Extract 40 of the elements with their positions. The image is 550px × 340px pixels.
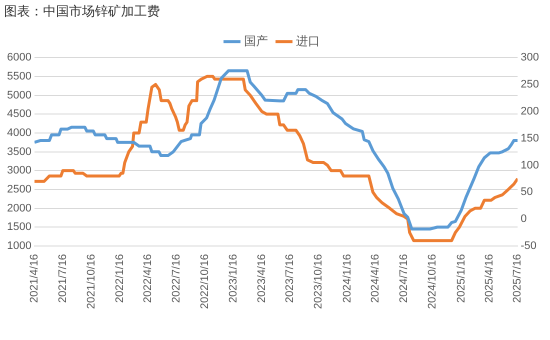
x-tick-label: 2025/7/16 bbox=[512, 254, 524, 303]
chart-title: 图表：中国市场锌矿加工费 bbox=[4, 3, 160, 18]
x-tick-label: 2024/10/16 bbox=[426, 254, 439, 310]
y-tick-label: 6000 bbox=[6, 52, 32, 64]
x-tick-label: 2024/7/16 bbox=[398, 254, 410, 303]
legend-label: 进口 bbox=[296, 34, 320, 48]
y-tick-label: 3000 bbox=[6, 164, 32, 177]
y-tick-label: 1500 bbox=[6, 221, 32, 234]
y-tick-label: 2500 bbox=[6, 183, 32, 196]
x-tick-label: 2025/1/16 bbox=[455, 254, 468, 303]
y-tick-label: 2000 bbox=[6, 202, 32, 214]
y2-tick-label: 300 bbox=[520, 52, 540, 64]
x-tick-label: 2024/4/16 bbox=[370, 254, 382, 303]
x-tick-label: 2021/7/16 bbox=[56, 254, 69, 303]
y2-tick-label: -50 bbox=[520, 240, 537, 252]
x-tick-label: 2022/7/16 bbox=[170, 254, 182, 303]
x-tick-label: 2021/4/16 bbox=[28, 254, 40, 303]
y2-tick-label: 200 bbox=[520, 105, 540, 118]
legend-label: 国产 bbox=[244, 34, 268, 48]
x-tick-label: 2022/1/16 bbox=[114, 254, 126, 303]
x-tick-label: 2022/4/16 bbox=[142, 254, 154, 303]
y-tick-label: 4500 bbox=[6, 108, 32, 120]
y-tick-label: 5000 bbox=[6, 89, 32, 102]
x-tick-label: 2024/1/16 bbox=[341, 254, 354, 303]
x-tick-label: 2023/10/16 bbox=[312, 254, 325, 310]
y-tick-label: 1000 bbox=[6, 240, 32, 252]
x-tick-label: 2023/4/16 bbox=[256, 254, 268, 303]
y2-tick-label: 100 bbox=[520, 159, 540, 172]
y2-tick-label: 0 bbox=[520, 213, 527, 226]
x-tick-label: 2021/10/16 bbox=[85, 254, 98, 310]
x-tick-label: 2022/10/16 bbox=[199, 254, 212, 310]
y2-tick-label: 250 bbox=[520, 78, 540, 91]
y-tick-label: 5500 bbox=[6, 70, 32, 82]
x-tick-label: 2023/1/16 bbox=[228, 254, 240, 303]
y-tick-label: 3500 bbox=[6, 146, 32, 158]
x-tick-label: 2025/4/16 bbox=[483, 254, 496, 303]
y-tick-label: 4000 bbox=[6, 126, 32, 139]
y2-tick-label: 150 bbox=[520, 132, 540, 144]
x-tick-label: 2023/7/16 bbox=[284, 254, 296, 303]
y2-tick-label: 50 bbox=[520, 186, 533, 198]
